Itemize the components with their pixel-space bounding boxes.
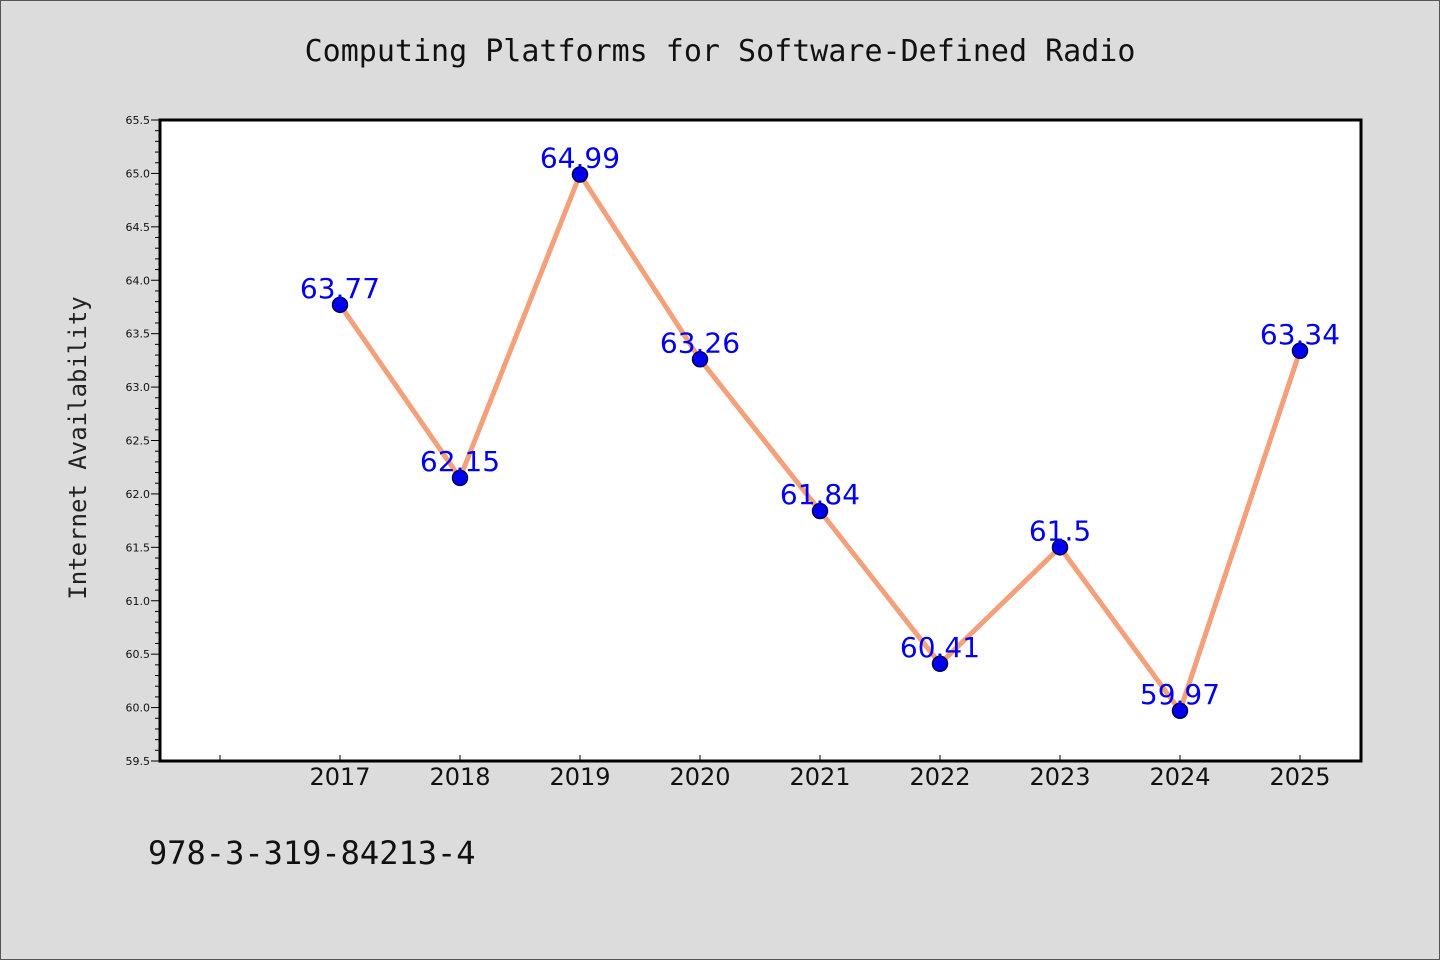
y-tick-label: 63.5 xyxy=(126,328,151,341)
data-point xyxy=(1051,539,1069,556)
x-tick-label: 2017 xyxy=(309,763,370,791)
x-tick-label: 2022 xyxy=(909,763,970,791)
data-point xyxy=(571,166,589,183)
y-tick-label: 59.5 xyxy=(126,755,151,768)
y-tick-label: 61.0 xyxy=(126,595,151,608)
data-label: 63.34 xyxy=(1260,318,1340,351)
plot-border xyxy=(158,118,1363,763)
data-point xyxy=(1291,342,1309,360)
data-point xyxy=(331,296,349,314)
data-label: 60.41 xyxy=(900,631,980,664)
data-label: 59.97 xyxy=(1140,678,1220,711)
x-axis: 2017 2018 2019 2020 2021 2022 2023 2024 2025 xyxy=(219,755,1331,791)
isbn-annotation: 978-3-319-84213-4 xyxy=(148,834,476,872)
y-tick-label: 65.0 xyxy=(126,167,151,180)
y-tick-label: 60.0 xyxy=(126,702,151,715)
y-tick-label: 62.5 xyxy=(126,435,151,448)
y-tick-label: 63.0 xyxy=(126,381,151,394)
x-tick-label: 2020 xyxy=(669,763,730,791)
data-label: 61.84 xyxy=(780,478,860,511)
data-point xyxy=(451,469,469,487)
data-label: 61.5 xyxy=(1029,514,1091,547)
data-label: 63.26 xyxy=(660,326,740,359)
x-tick-label: 2018 xyxy=(429,763,490,791)
y-tick-label: 60.5 xyxy=(126,648,151,661)
chart-title: Computing Platforms for Software-Defined… xyxy=(304,34,1136,69)
y-tick-label: 65.5 xyxy=(126,114,151,127)
y-tick-label: 64.0 xyxy=(126,274,151,287)
series-layer: 63.77 62.15 64.99 63.26 61.84 60.41 61.5 59.97 6… xyxy=(300,141,1340,720)
x-tick-label: 2023 xyxy=(1029,763,1090,791)
data-label: 64.99 xyxy=(540,141,620,174)
y-axis: 59.5 60.0 60.5 61.0 61.5 62.0 62.5 63.0 63.5 64.0… xyxy=(126,114,160,768)
data-point xyxy=(811,502,829,520)
y-tick-label: 64.5 xyxy=(126,221,151,234)
plot-area xyxy=(160,120,1361,761)
y-tick-label: 62.0 xyxy=(126,488,151,501)
x-tick-label: 2025 xyxy=(1269,763,1330,791)
y-tick-label: 61.5 xyxy=(126,541,151,554)
data-label: 62.15 xyxy=(420,445,500,478)
data-point xyxy=(691,351,709,368)
x-tick-label: 2024 xyxy=(1149,763,1210,791)
data-point xyxy=(931,655,949,673)
data-point xyxy=(1171,702,1189,720)
x-tick-label: 2019 xyxy=(549,763,610,791)
x-tick-label: 2021 xyxy=(789,763,850,791)
data-label: 63.77 xyxy=(300,272,380,305)
